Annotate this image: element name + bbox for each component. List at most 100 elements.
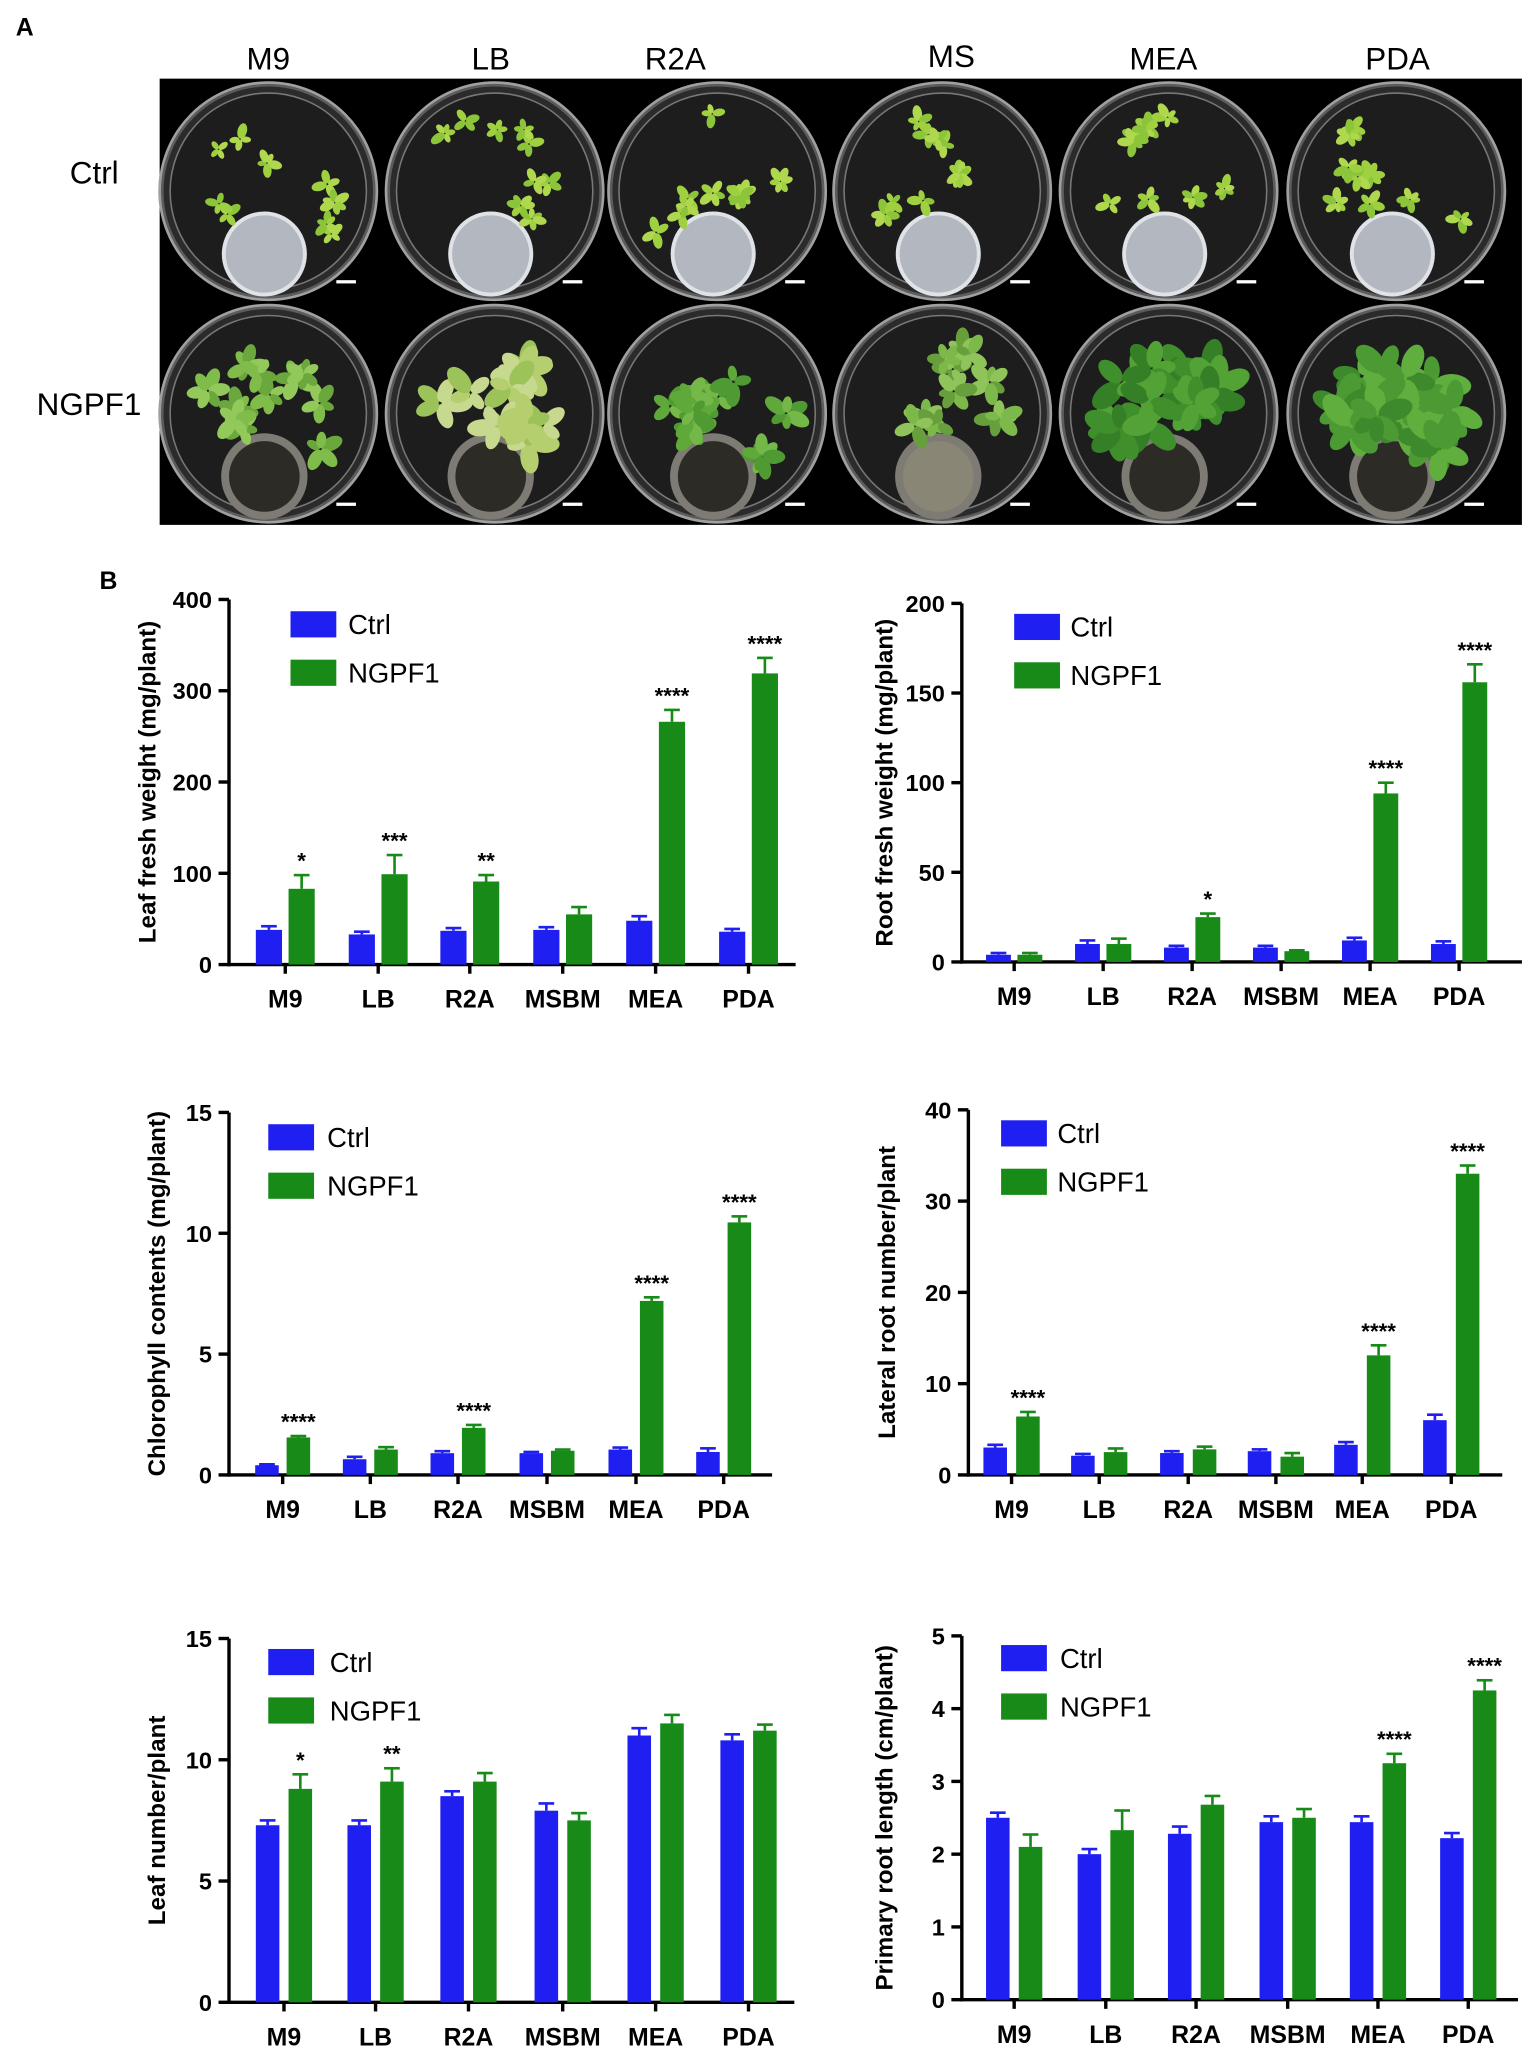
x-tick-label: MEA xyxy=(628,986,683,1014)
leaf xyxy=(1192,196,1205,208)
bar-ctrl xyxy=(720,1740,744,2003)
y-tick-label: 10 xyxy=(186,1747,212,1773)
leaf xyxy=(1091,427,1121,453)
scale-bar xyxy=(1236,280,1257,284)
seedling xyxy=(1350,388,1413,443)
leaf xyxy=(321,169,331,184)
bar-ngpf1 xyxy=(1110,1830,1134,2000)
seedling xyxy=(447,366,490,410)
leaf xyxy=(1368,190,1381,204)
y-tick-label: 0 xyxy=(932,949,945,975)
seedling xyxy=(518,208,547,231)
legend-swatch xyxy=(268,1697,315,1724)
leaf xyxy=(304,363,319,376)
leaf xyxy=(1092,381,1123,410)
y-tick-label: 10 xyxy=(186,1221,212,1247)
y-tick-label: 100 xyxy=(906,770,945,796)
leaf xyxy=(1164,117,1171,128)
leaf xyxy=(1366,204,1376,219)
seedling xyxy=(701,104,726,129)
leaf xyxy=(871,210,885,219)
y-tick-label: 5 xyxy=(932,1623,945,1649)
x-tick-label: PDA xyxy=(1433,983,1486,1011)
leaf xyxy=(685,197,694,207)
y-tick-label: 5 xyxy=(199,1342,212,1368)
leaf xyxy=(990,367,1008,384)
bar-ngpf1 xyxy=(565,914,593,965)
dish-highlight xyxy=(1058,81,1279,302)
leaf xyxy=(1221,173,1231,189)
leaf xyxy=(319,201,335,212)
petri-dish-ctrl xyxy=(832,81,1053,302)
legend-swatch xyxy=(268,1172,315,1199)
leaf xyxy=(270,386,285,397)
leaf xyxy=(484,385,511,409)
bar-ctrl xyxy=(1247,1451,1272,1475)
legend-label: NGPF1 xyxy=(327,1171,419,1202)
legend-label: Ctrl xyxy=(1070,612,1113,643)
legend: Ctrl NGPF1 xyxy=(1014,612,1162,691)
y-tick-label: 10 xyxy=(925,1371,951,1397)
bar-ngpf1 xyxy=(1106,944,1132,962)
fungal-plug xyxy=(455,441,527,512)
seedling xyxy=(257,149,283,178)
leaf xyxy=(968,334,983,354)
leaf xyxy=(1401,344,1425,377)
bar-ctrl xyxy=(1341,940,1367,962)
seedling xyxy=(1181,185,1208,210)
leaf xyxy=(1125,127,1135,142)
seedling xyxy=(642,216,669,249)
bar-ctrl xyxy=(534,1810,559,2003)
seedling xyxy=(1396,187,1421,214)
leaf xyxy=(1417,410,1445,428)
bar-ctrl xyxy=(255,1465,279,1475)
leaf xyxy=(689,377,706,397)
x-tick-label: MEA xyxy=(628,2023,683,2051)
bar-ctrl xyxy=(440,1796,464,2003)
bar-ngpf1 xyxy=(1200,1804,1225,2000)
bar-ctrl xyxy=(983,1447,1007,1475)
leaf xyxy=(1095,201,1110,211)
bar-ctrl xyxy=(1075,944,1100,962)
scale-bar xyxy=(1464,280,1484,284)
leaf xyxy=(509,360,535,388)
bar-ngpf1 xyxy=(288,1788,313,2003)
fungal-plug xyxy=(677,441,749,512)
y-tick-label: 30 xyxy=(925,1189,951,1215)
leaf xyxy=(712,180,723,193)
leaf xyxy=(1157,103,1170,118)
leaf xyxy=(1225,184,1235,191)
bar-ngpf1 xyxy=(380,1781,404,2003)
leaf xyxy=(321,435,343,452)
leaf xyxy=(211,141,219,150)
bar-ctrl xyxy=(1423,1420,1447,1475)
bar-chart: Primary root length (cm/plant) 0 1 2 3 4 5 M9 LB… xyxy=(871,1623,1518,2049)
leaf xyxy=(1357,203,1370,213)
leaf xyxy=(1110,196,1121,205)
bar-ctrl xyxy=(608,1449,633,1475)
seedling xyxy=(186,368,231,409)
y-tick-label: 2 xyxy=(932,1842,945,1868)
bar-ngpf1 xyxy=(1017,954,1043,962)
seedling xyxy=(924,127,948,151)
fungal-plug xyxy=(1129,441,1200,512)
seedling xyxy=(1418,379,1483,450)
leaf xyxy=(1181,190,1193,199)
legend-label: Ctrl xyxy=(327,1122,370,1153)
petri-dish-ctrl xyxy=(1058,81,1279,302)
seedling xyxy=(1357,190,1385,219)
bar-ngpf1 xyxy=(374,1449,398,1475)
leaf xyxy=(1137,198,1149,210)
leaf xyxy=(523,179,535,187)
significance-label: * xyxy=(296,1748,305,1773)
fungal-plug xyxy=(229,441,300,512)
leaf xyxy=(679,383,692,397)
x-tick-label: MEA xyxy=(1335,1496,1390,1524)
leaf xyxy=(1146,129,1155,137)
leaf xyxy=(219,407,235,421)
petri-dish-ngpf1 xyxy=(158,303,379,524)
leaf xyxy=(1322,194,1337,205)
leaf xyxy=(1168,116,1179,124)
dish-highlight xyxy=(384,81,605,302)
leaf xyxy=(1150,397,1182,420)
